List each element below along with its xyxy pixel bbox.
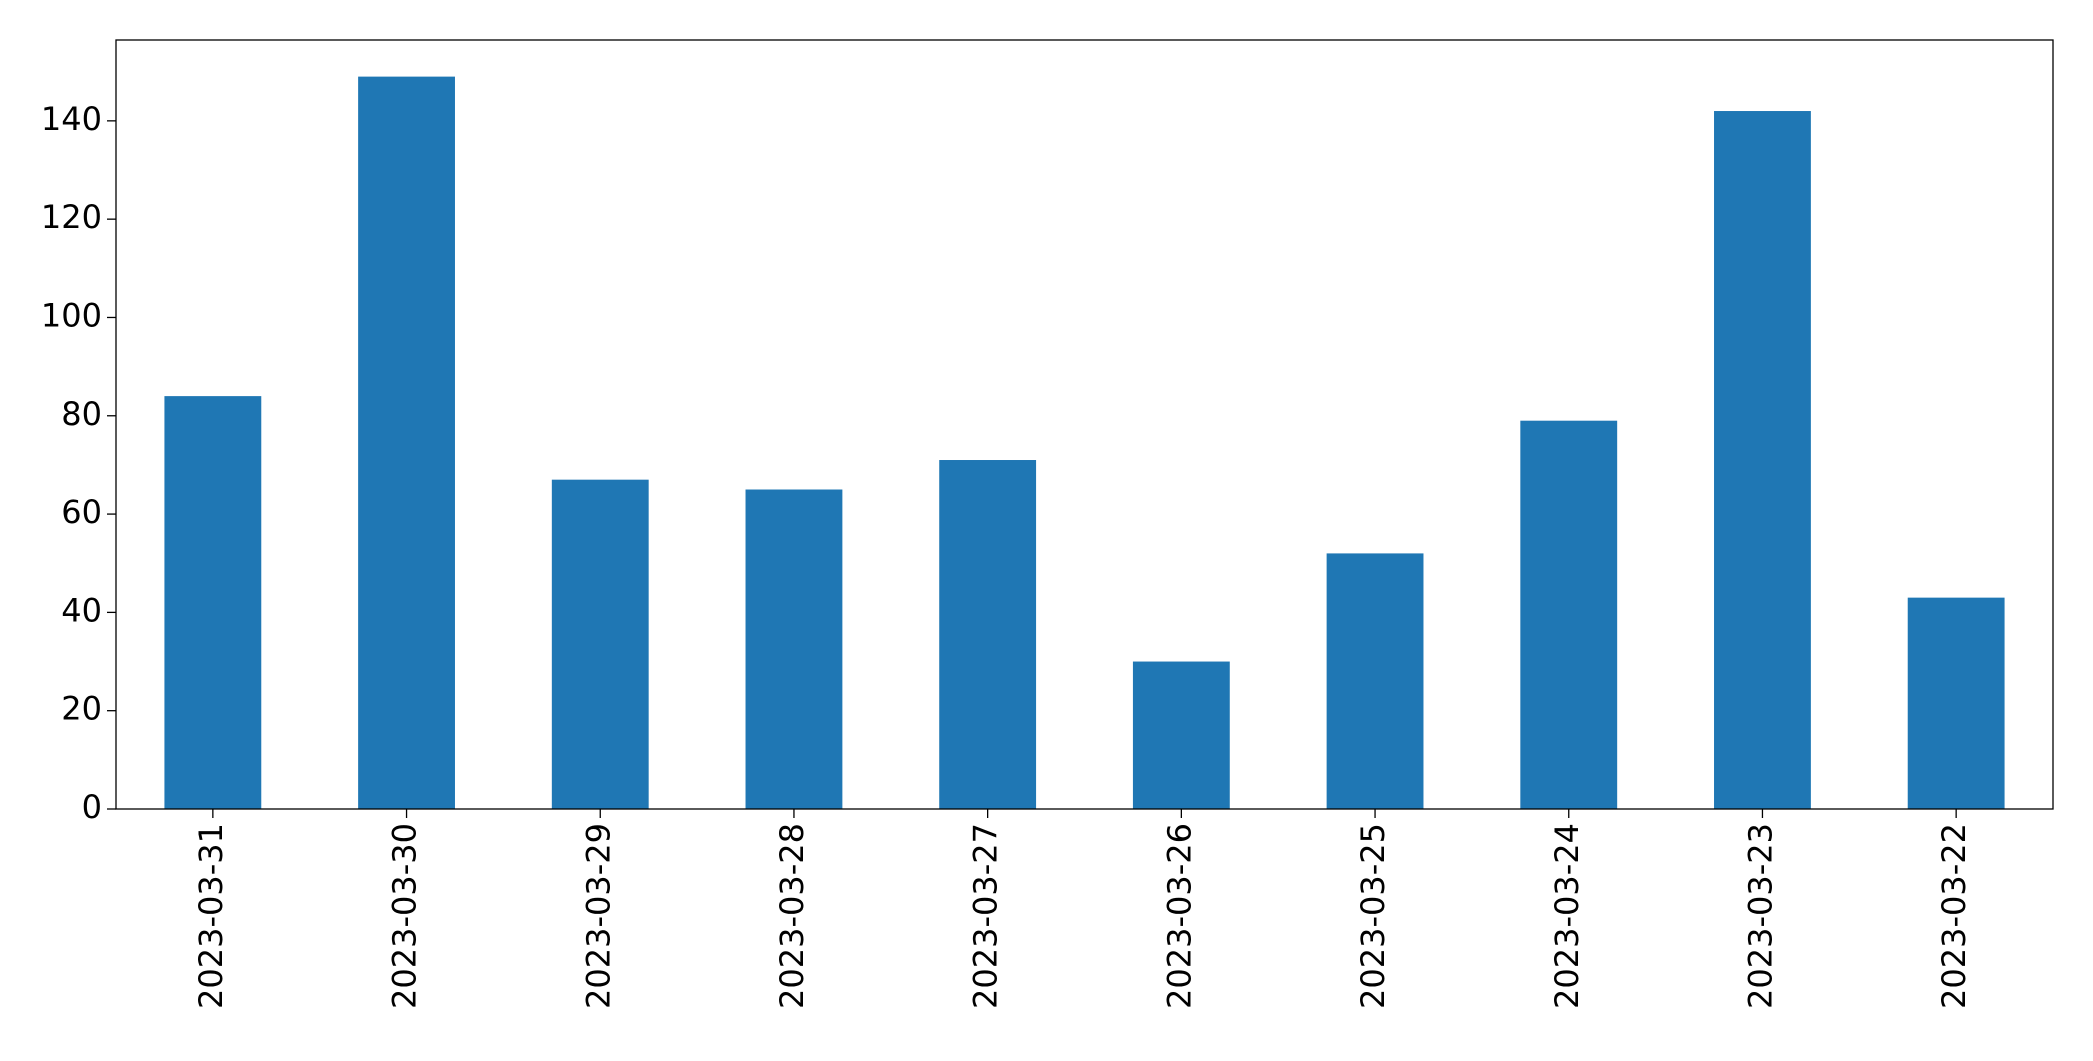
x-tick-label: 2023-03-25 bbox=[1354, 823, 1392, 1009]
bar bbox=[1326, 553, 1424, 809]
bar bbox=[551, 479, 649, 809]
bar bbox=[358, 76, 455, 810]
bar bbox=[1907, 597, 2005, 809]
y-tick-label: 80 bbox=[61, 395, 102, 433]
bar bbox=[1520, 420, 1618, 809]
x-tick-label: 2023-03-22 bbox=[1935, 823, 1973, 1009]
x-tick-label: 2023-03-23 bbox=[1741, 823, 1779, 1009]
x-tick-label: 2023-03-29 bbox=[579, 823, 617, 1009]
x-tick-label: 2023-03-28 bbox=[773, 823, 811, 1009]
bar bbox=[164, 396, 262, 809]
bar bbox=[1714, 111, 1811, 810]
y-tick-label: 0 bbox=[82, 788, 102, 826]
x-tick-label: 2023-03-24 bbox=[1548, 823, 1586, 1009]
x-tick-label: 2023-03-26 bbox=[1160, 823, 1198, 1009]
x-tick-label: 2023-03-27 bbox=[967, 823, 1005, 1009]
y-tick-label: 40 bbox=[61, 591, 102, 629]
y-tick-label: 60 bbox=[61, 493, 102, 531]
y-tick-label: 20 bbox=[61, 690, 102, 728]
y-tick-label: 120 bbox=[41, 198, 102, 236]
plot-frame bbox=[115, 39, 2054, 810]
x-tick-label: 2023-03-31 bbox=[192, 823, 230, 1009]
bar bbox=[939, 460, 1037, 809]
bar bbox=[1132, 661, 1230, 809]
y-tick-label: 100 bbox=[41, 296, 102, 334]
bar bbox=[745, 489, 843, 809]
y-tick-label: 140 bbox=[41, 100, 102, 138]
x-tick-label: 2023-03-30 bbox=[386, 823, 424, 1009]
